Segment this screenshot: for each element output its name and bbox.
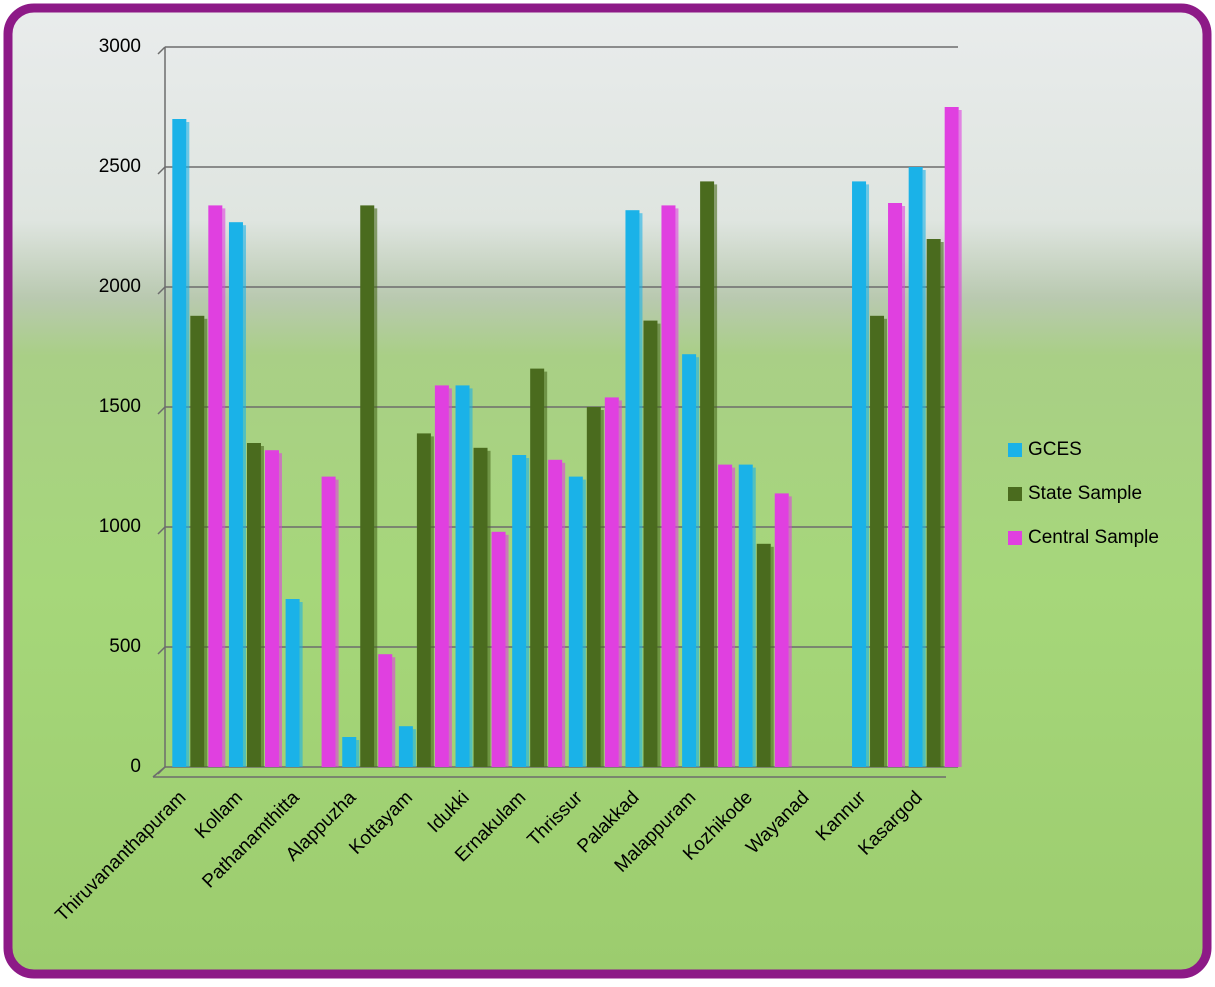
bar-side (788, 496, 792, 767)
bar (568, 476, 583, 767)
bar-side (639, 213, 643, 767)
legend-label: GCES (1028, 439, 1082, 460)
legend-label: State Sample (1028, 483, 1142, 504)
bar (530, 368, 545, 767)
bar (718, 464, 733, 767)
y-tick-label: 2000 (99, 276, 141, 297)
tick-mark (157, 526, 166, 535)
bar-side (526, 458, 530, 767)
bar (285, 599, 300, 767)
bar-side (902, 206, 906, 767)
bar (643, 320, 658, 767)
bar-side (696, 357, 700, 767)
bar (774, 493, 789, 767)
bar-side (752, 467, 756, 767)
bar (870, 315, 885, 767)
y-tick-label: 3000 (99, 36, 141, 57)
bar (756, 543, 771, 767)
bar (682, 354, 697, 767)
tick-mark (157, 286, 166, 295)
bar (491, 531, 506, 767)
tick-mark (157, 46, 166, 55)
bar (661, 205, 676, 767)
bar-side (562, 462, 566, 767)
bar (208, 205, 223, 767)
bar-side (278, 453, 282, 767)
y-tick-label: 0 (130, 756, 141, 777)
bar (360, 205, 375, 767)
bar (738, 464, 753, 767)
bar (512, 455, 527, 767)
bar (378, 654, 393, 767)
bar (264, 450, 279, 767)
bar (586, 407, 601, 767)
bar (908, 167, 923, 767)
bar (398, 726, 413, 767)
bar-side (922, 170, 926, 767)
bar (342, 737, 357, 767)
bar-side (299, 602, 303, 767)
bar (700, 181, 715, 767)
bar (888, 203, 903, 767)
y-tick-label: 1000 (99, 516, 141, 537)
bar-side (657, 323, 661, 767)
y-axis-depth (152, 766, 166, 778)
bar (321, 476, 336, 767)
bar-side (958, 110, 962, 767)
bar (926, 239, 941, 767)
bar-side (412, 729, 416, 767)
bar-side (732, 467, 736, 767)
bar-side (204, 318, 208, 767)
bar (944, 107, 959, 767)
legend-swatch (1008, 443, 1022, 457)
bar-side (186, 122, 190, 767)
bar-side (356, 740, 360, 767)
bar (228, 222, 243, 767)
legend-label: Central Sample (1028, 527, 1159, 548)
bar-side (940, 242, 944, 767)
bar (852, 181, 867, 767)
y-tick-label: 500 (109, 636, 141, 657)
bar-side (430, 436, 434, 767)
bar (246, 443, 261, 767)
bar-side (260, 446, 264, 767)
bar-side (675, 208, 679, 767)
bar-side (487, 450, 491, 767)
bar-side (469, 388, 473, 767)
legend-swatch (1008, 487, 1022, 501)
bar-side (770, 546, 774, 767)
legend-swatch (1008, 531, 1022, 545)
bar (604, 397, 619, 767)
bar-side (544, 371, 548, 767)
tick-mark (157, 166, 166, 175)
y-tick-label: 2500 (99, 156, 141, 177)
bar-side (374, 208, 378, 767)
bar-side (222, 208, 226, 767)
bar-side (392, 657, 396, 767)
bar-side (866, 184, 870, 767)
tick-mark (157, 406, 166, 415)
bar (172, 119, 187, 767)
bar-side (600, 410, 604, 767)
bar-side (448, 388, 452, 767)
tick-mark (157, 646, 166, 655)
bar-side (582, 479, 586, 767)
bar (473, 447, 488, 767)
bar-side (618, 400, 622, 767)
bar-side (242, 225, 246, 767)
bar-side (714, 184, 718, 767)
bar-side (335, 479, 339, 767)
bar (434, 385, 449, 767)
bar-side (505, 534, 509, 767)
bar-side (884, 318, 888, 767)
y-tick-label: 1500 (99, 396, 141, 417)
bar (455, 385, 470, 767)
bar (548, 459, 563, 767)
bar (416, 433, 431, 767)
bar (190, 315, 205, 767)
bar (625, 210, 640, 767)
